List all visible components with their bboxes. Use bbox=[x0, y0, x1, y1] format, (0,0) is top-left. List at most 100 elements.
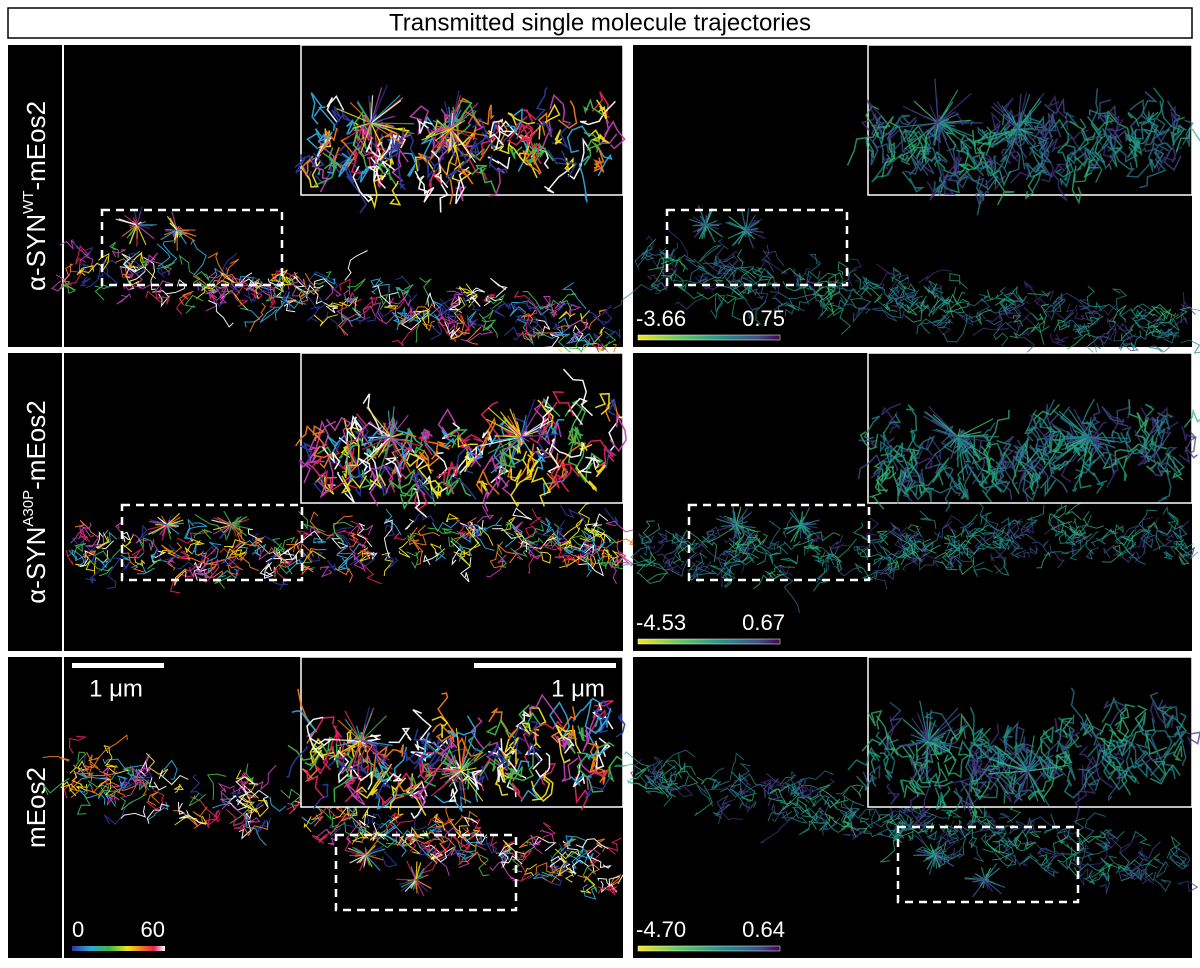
cluster-trace bbox=[390, 432, 404, 438]
trajectory bbox=[1070, 687, 1087, 734]
trajectory bbox=[190, 239, 207, 275]
trajectory bbox=[704, 567, 726, 576]
trajectory bbox=[583, 131, 602, 166]
cluster-trace bbox=[1073, 408, 1089, 438]
trajectory bbox=[436, 847, 460, 877]
trajectory bbox=[665, 749, 696, 770]
trajectory bbox=[410, 826, 424, 841]
cluster-trace bbox=[1055, 436, 1089, 449]
cluster-trace bbox=[364, 847, 367, 856]
trajectory bbox=[527, 548, 543, 560]
trajectory bbox=[876, 263, 897, 288]
trajectory bbox=[243, 812, 267, 846]
cluster-trace bbox=[176, 229, 187, 235]
trajectory bbox=[111, 249, 126, 258]
trajectory bbox=[543, 528, 562, 548]
cluster-trace bbox=[176, 229, 196, 242]
trajectory bbox=[809, 778, 836, 800]
cluster-trace bbox=[728, 216, 747, 231]
trajectory bbox=[1077, 764, 1097, 802]
trajectory bbox=[522, 290, 551, 310]
trajectory bbox=[796, 780, 808, 794]
trajectory bbox=[537, 399, 554, 427]
trajectory bbox=[745, 533, 759, 544]
trajectory bbox=[391, 812, 401, 824]
cluster-trace bbox=[957, 436, 970, 463]
trajectory bbox=[506, 443, 535, 480]
trajectory bbox=[554, 735, 574, 752]
trajectory bbox=[891, 532, 914, 566]
trajectory bbox=[615, 713, 626, 738]
trajectory bbox=[617, 873, 636, 884]
trajectory bbox=[1074, 769, 1088, 824]
cluster-trace bbox=[360, 740, 393, 770]
trajectory bbox=[1013, 790, 1029, 803]
trajectory bbox=[1016, 306, 1032, 330]
trajectory bbox=[899, 813, 935, 833]
trajectory bbox=[1007, 522, 1020, 553]
trajectory bbox=[1022, 736, 1035, 755]
trajectory bbox=[790, 770, 798, 789]
cluster-trace bbox=[360, 712, 373, 742]
trajectory bbox=[592, 700, 614, 719]
trajectory bbox=[709, 563, 741, 577]
trajectory bbox=[1048, 460, 1069, 493]
trajectory bbox=[459, 139, 480, 157]
trajectory bbox=[265, 575, 289, 591]
trajectory bbox=[893, 266, 902, 279]
cluster-trace bbox=[328, 740, 362, 760]
trajectory bbox=[207, 286, 225, 301]
trajectory bbox=[567, 406, 586, 447]
trajectory bbox=[874, 303, 903, 319]
trajectory bbox=[1131, 830, 1151, 847]
trajectory bbox=[795, 276, 805, 292]
cluster-trace bbox=[957, 436, 976, 447]
trajectory bbox=[413, 472, 426, 496]
trajectory bbox=[970, 739, 993, 754]
trajectory bbox=[417, 432, 433, 456]
cluster-trace bbox=[916, 712, 929, 742]
trajectory bbox=[308, 271, 339, 291]
trajectory bbox=[339, 812, 363, 828]
cluster-trace bbox=[926, 740, 929, 783]
cluster-trace bbox=[1027, 770, 1038, 785]
trajectory bbox=[1148, 731, 1165, 765]
cluster-trace bbox=[370, 122, 383, 146]
cluster-trace bbox=[365, 844, 385, 856]
trajectory bbox=[1019, 471, 1039, 502]
trajectory bbox=[1150, 147, 1165, 170]
trajectory bbox=[840, 801, 854, 828]
trajectory bbox=[1080, 312, 1100, 322]
trajectory bbox=[1133, 864, 1151, 883]
trajectory bbox=[832, 286, 856, 300]
trajectory bbox=[1136, 412, 1151, 448]
trajectory bbox=[495, 124, 513, 150]
trajectory bbox=[943, 301, 970, 314]
trajectory bbox=[367, 464, 394, 493]
trajectory bbox=[1075, 850, 1108, 866]
trajectory bbox=[613, 283, 651, 310]
row-label-box bbox=[8, 657, 62, 958]
trajectory bbox=[1049, 544, 1065, 569]
trajectory bbox=[134, 556, 146, 567]
trajectory bbox=[343, 296, 358, 304]
trajectory bbox=[576, 741, 615, 760]
trajectory bbox=[384, 304, 399, 309]
trajectory bbox=[356, 522, 373, 548]
trajectory bbox=[1064, 727, 1080, 749]
trajectory bbox=[536, 120, 554, 137]
trajectory bbox=[781, 267, 806, 281]
trajectory bbox=[1129, 537, 1147, 554]
trajectory bbox=[942, 754, 957, 777]
trajectory bbox=[617, 553, 634, 567]
trajectory bbox=[206, 541, 222, 563]
cluster-trace bbox=[360, 724, 366, 742]
cluster-trace bbox=[745, 229, 755, 249]
trajectory bbox=[453, 517, 477, 540]
trajectory bbox=[709, 767, 725, 784]
row-label-sup: A30P bbox=[20, 490, 37, 527]
trajectory bbox=[994, 451, 1017, 482]
trajectory bbox=[1101, 405, 1125, 423]
trajectory bbox=[419, 735, 435, 751]
trajectory bbox=[1107, 855, 1132, 872]
